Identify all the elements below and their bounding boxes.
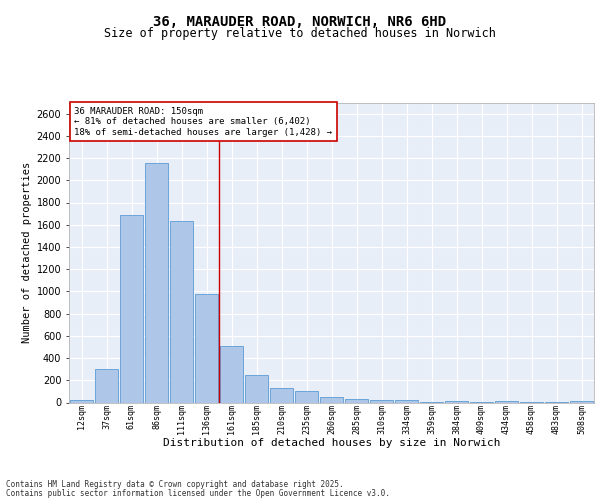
Text: 36, MARAUDER ROAD, NORWICH, NR6 6HD: 36, MARAUDER ROAD, NORWICH, NR6 6HD: [154, 15, 446, 29]
Bar: [570, 401, 593, 402]
Bar: [220, 346, 243, 403]
Text: 36 MARAUDER ROAD: 150sqm
← 81% of detached houses are smaller (6,402)
18% of sem: 36 MARAUDER ROAD: 150sqm ← 81% of detach…: [74, 107, 332, 137]
Text: Contains HM Land Registry data © Crown copyright and database right 2025.: Contains HM Land Registry data © Crown c…: [6, 480, 344, 489]
Bar: [370, 400, 393, 402]
Bar: [320, 397, 343, 402]
Bar: [270, 388, 293, 402]
Bar: [120, 214, 143, 402]
Bar: [170, 222, 193, 402]
Text: Size of property relative to detached houses in Norwich: Size of property relative to detached ho…: [104, 28, 496, 40]
X-axis label: Distribution of detached houses by size in Norwich: Distribution of detached houses by size …: [163, 438, 500, 448]
Bar: [395, 400, 418, 402]
Bar: [295, 392, 318, 402]
Bar: [195, 294, 218, 403]
Bar: [95, 369, 118, 402]
Bar: [345, 399, 368, 402]
Y-axis label: Number of detached properties: Number of detached properties: [22, 162, 32, 343]
Bar: [245, 376, 268, 402]
Bar: [70, 400, 93, 402]
Text: Contains public sector information licensed under the Open Government Licence v3: Contains public sector information licen…: [6, 488, 390, 498]
Bar: [445, 401, 468, 402]
Bar: [145, 162, 168, 402]
